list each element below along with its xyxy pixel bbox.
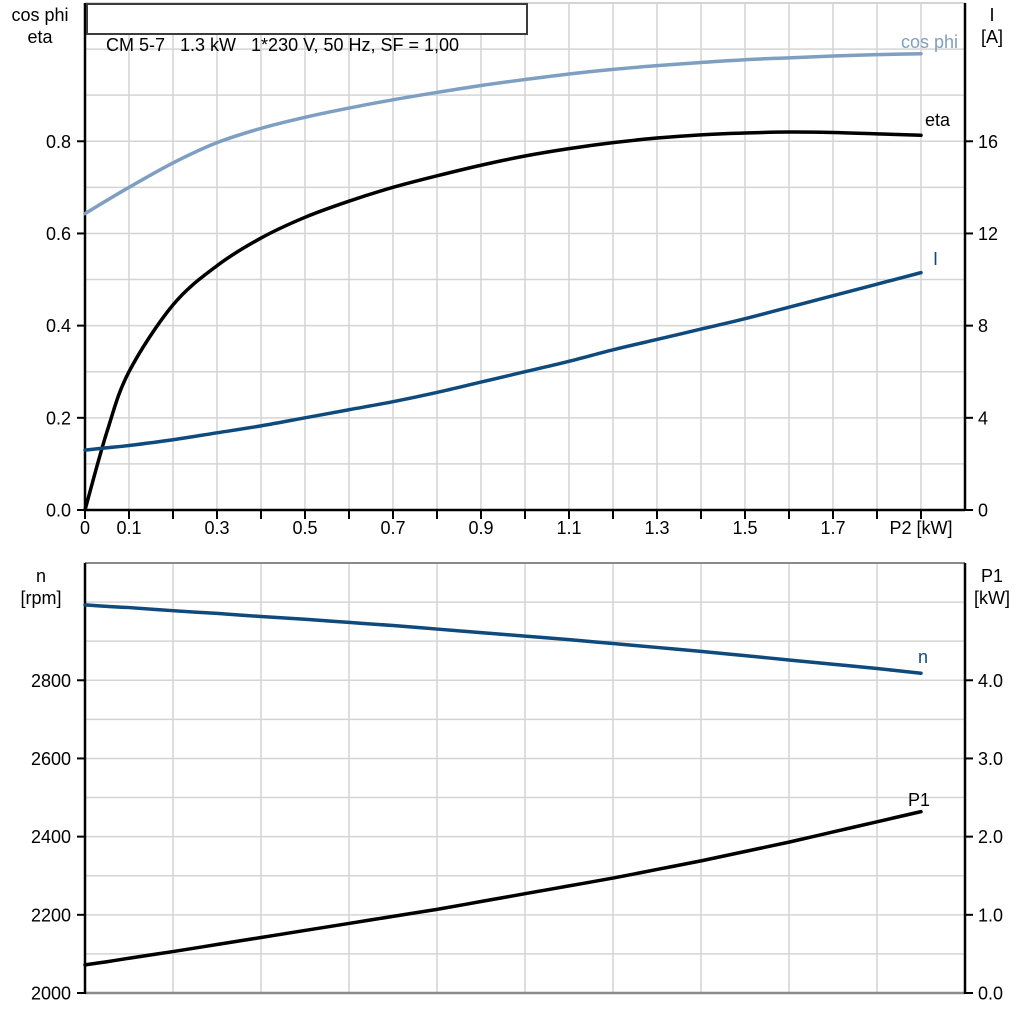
tick-marks [77, 679, 973, 994]
x-axis-unit-label: P2 [kW] [889, 518, 952, 538]
x-tick-label: 0.1 [116, 518, 141, 538]
upper-chart-svg: 0.0 0.2 0.4 0.6 0.8 0 4 8 12 16 0 0.1 0.3 0.5 0.7 0.9 1.… [46, 2, 998, 538]
chart-title: CM 5-7 1.3 kW 1*230 V, 50 Hz, SF = 1,00 [106, 35, 460, 55]
right-tick-label: 8 [978, 316, 988, 336]
left-tick-label: 2600 [31, 749, 71, 769]
left-tick-label: 0.2 [46, 408, 71, 428]
x-tick-label: 0.9 [468, 518, 493, 538]
x-tick-label: 0.5 [292, 518, 317, 538]
x-tick-label: 0.7 [380, 518, 405, 538]
tick-labels: 2000 2200 2400 2600 2800 0.0 1.0 2.0 3.0 4.0 [31, 671, 1003, 1004]
curve-labels: cos phi eta I [901, 32, 958, 269]
left-tick-label: 0.0 [46, 501, 71, 521]
x-tick-label: 1.1 [556, 518, 581, 538]
right-tick-label: 4.0 [978, 671, 1003, 691]
left-tick-label: 2800 [31, 671, 71, 691]
upper-left-axis-title: cos phi eta [11, 5, 69, 47]
right-tick-label: 1.0 [978, 905, 1003, 925]
lower-right-axis-title: P1 [kW] [974, 566, 1010, 608]
right-tick-label: 16 [978, 132, 998, 152]
x-tick-label: 0.3 [204, 518, 229, 538]
lower-left-axis-title: n [rpm] [20, 566, 62, 608]
axes [83, 562, 967, 995]
x-tick-label: 0 [80, 518, 90, 538]
curve-label-cos-phi: cos phi [901, 32, 958, 52]
left-tick-label: 0.6 [46, 224, 71, 244]
curve-label-n: n [918, 647, 928, 667]
right-tick-label: 12 [978, 224, 998, 244]
right-tick-label: 2.0 [978, 827, 1003, 847]
right-tick-label: 3.0 [978, 749, 1003, 769]
right-tick-label: 0.0 [978, 984, 1003, 1004]
chart-title-box: CM 5-7 1.3 kW 1*230 V, 50 Hz, SF = 1,00 [86, 3, 528, 55]
x-tick-label: 1.3 [644, 518, 669, 538]
left-tick-label: 2400 [31, 827, 71, 847]
curve-eta [83, 130, 923, 512]
left-tick-label: 0.4 [46, 316, 71, 336]
tick-labels: 0.0 0.2 0.4 0.6 0.8 0 4 8 12 16 0 0.1 0.3 0.5 0.7 0.9 1.… [46, 132, 998, 538]
curves [83, 603, 923, 967]
lower-chart-svg: 2000 2200 2400 2600 2800 0.0 1.0 2.0 3.0 4.0 n P1 [31, 562, 1003, 1004]
curve-label-eta: eta [925, 110, 951, 130]
left-tick-label: 0.8 [46, 132, 71, 152]
right-tick-label: 0 [978, 501, 988, 521]
upper-right-axis-title: I [A] [980, 5, 1003, 47]
curve-cos-phi [83, 51, 923, 216]
curve-label-P1: P1 [908, 790, 930, 810]
x-tick-label: 1.7 [820, 518, 845, 538]
curve-labels: n P1 [908, 647, 930, 810]
curve-I [83, 270, 923, 452]
curve-P1 [83, 809, 923, 967]
left-tick-label: 2200 [31, 905, 71, 925]
tick-marks [77, 140, 973, 519]
x-tick-label: 1.5 [732, 518, 757, 538]
right-tick-label: 4 [978, 408, 988, 428]
curve-n [83, 603, 923, 675]
gridlines [85, 562, 965, 993]
left-tick-label: 2000 [31, 984, 71, 1004]
gridlines [85, 2, 965, 510]
curves [83, 51, 923, 512]
curve-label-I: I [933, 249, 938, 269]
